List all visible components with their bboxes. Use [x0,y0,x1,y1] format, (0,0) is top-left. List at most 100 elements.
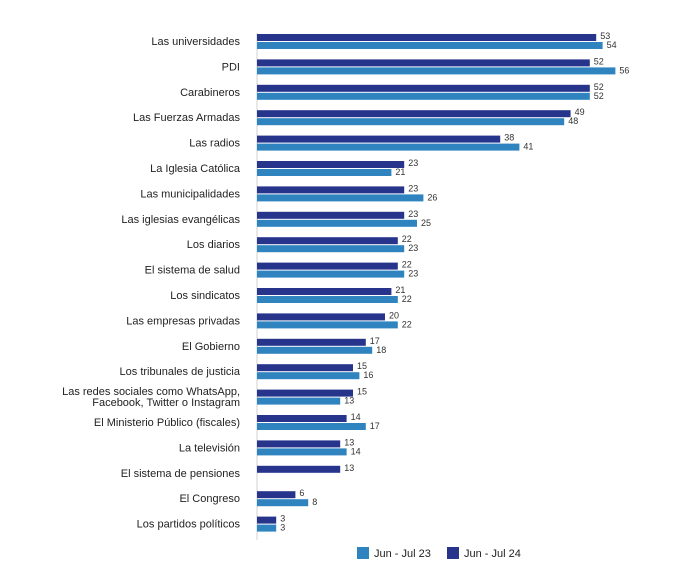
value-label-jun-jul-24: 15 [357,361,367,371]
legend-swatch [357,547,369,559]
category-label: El Congreso [179,493,240,505]
value-label-jun-jul-23: 54 [607,40,617,50]
bar-jun-jul-23 [257,143,520,151]
bar-jun-jul-23 [257,397,341,405]
bar-jun-jul-24 [257,465,341,473]
category-label: Las Fuerzas Armadas [133,112,240,124]
value-label-jun-jul-23: 23 [408,243,418,253]
category-label: Los partidos políticos [137,519,241,531]
category-label-line: Los partidos políticos [137,519,241,531]
bar-jun-jul-24 [257,288,392,295]
value-label-jun-jul-24: 6 [299,488,304,498]
bar-jun-jul-23 [257,118,565,126]
value-label-jun-jul-23: 18 [376,345,386,355]
value-label-jun-jul-23: 56 [619,65,629,75]
bar-jun-jul-24 [257,211,405,219]
category-label: Las redes sociales como WhatsApp, Faceboo… [62,386,240,409]
category-label-line: Las empresas privadas [126,315,240,327]
category-label: Las iglesias evangélicas [121,214,240,226]
category-label: La Iglesia Católica [150,163,241,175]
bar-jun-jul-23 [257,219,417,227]
bar-jun-jul-24 [257,415,347,422]
category-label-line: Facebook, Twitter o Instagram [92,397,240,409]
category-label: El Ministerio Público (fiscales) [94,417,240,429]
bar-jun-jul-24 [257,135,501,143]
category-label-line: Los diarios [187,239,241,251]
legend: Jun - Jul 23 Jun - Jul 24 [357,547,521,560]
bar-jun-jul-24 [257,237,398,245]
bar-jun-jul-23 [257,448,347,456]
bar-jun-jul-24 [257,338,366,346]
bar-jun-jul-23 [257,270,405,278]
bar-jun-jul-23 [257,524,277,532]
value-label-jun-jul-23: 17 [370,421,380,431]
category-label-line: Los tribunales de justicia [120,366,241,378]
bar-jun-jul-23 [257,423,366,430]
value-label-jun-jul-24: 53 [600,31,610,41]
category-label-line: Carabineros [180,87,240,99]
value-label-jun-jul-24: 20 [389,310,399,320]
category-label: Las radios [189,138,240,150]
category-label: El sistema de pensiones [121,468,241,480]
bar-jun-jul-23 [257,67,616,75]
category-label-line: Las iglesias evangélicas [121,214,240,226]
value-label-jun-jul-24: 52 [594,82,604,92]
bar-jun-jul-23 [257,245,405,253]
legend-label: Jun - Jul 24 [464,548,521,560]
bar-jun-jul-24 [257,262,398,270]
category-label-line: Las radios [189,138,240,150]
category-label-line: PDI [222,61,240,73]
category-label-line: Las municipalidades [140,188,240,200]
value-label-jun-jul-23: 21 [395,167,405,177]
bar-jun-jul-24 [257,59,590,67]
value-label-jun-jul-24: 17 [370,336,380,346]
bar-jun-jul-23 [257,321,398,329]
value-label-jun-jul-24: 3 [280,514,285,524]
value-label-jun-jul-23: 16 [363,370,373,380]
value-label-jun-jul-23: 26 [427,192,437,202]
category-label-line: El Gobierno [182,341,240,353]
value-label-jun-jul-24: 23 [408,183,418,193]
value-label-jun-jul-24: 13 [344,437,354,447]
legend-swatch [447,547,459,559]
value-label-jun-jul-24: 21 [395,285,405,295]
legend-label: Jun - Jul 23 [374,548,431,560]
value-label-jun-jul-24: 13 [344,463,354,473]
category-label-line: Las redes sociales como WhatsApp, [62,386,240,398]
category-label: Los diarios [187,239,241,251]
value-label-jun-jul-23: 22 [402,319,412,329]
value-label-jun-jul-23: 23 [408,269,418,279]
value-label-jun-jul-24: 22 [402,234,412,244]
category-label: Carabineros [180,87,240,99]
bar-jun-jul-24 [257,186,405,194]
bar-jun-jul-24 [257,110,571,118]
category-label-line: El Congreso [179,493,240,505]
value-label-jun-jul-23: 13 [344,396,354,406]
bar-jun-jul-23 [257,346,373,354]
category-label-line: La Iglesia Católica [150,163,241,175]
bar-jun-jul-24 [257,364,353,372]
category-label-line: El sistema de salud [145,265,240,277]
category-label: Las empresas privadas [126,315,240,327]
bar-jun-jul-24 [257,516,277,524]
bar-jun-jul-24 [257,84,590,92]
value-label-jun-jul-23: 22 [402,294,412,304]
category-label: Las municipalidades [140,188,240,200]
category-label: La televisión [179,442,240,454]
bar-jun-jul-23 [257,499,309,507]
bar-jun-jul-23 [257,372,360,380]
bar-jun-jul-24 [257,491,296,499]
value-label-jun-jul-24: 38 [504,133,514,143]
category-label: PDI [222,61,240,73]
category-label-line: El sistema de pensiones [121,468,241,480]
bar-jun-jul-24 [257,34,597,41]
bar-jun-jul-23 [257,42,603,49]
category-label: Los sindicatos [170,290,240,302]
category-label-line: Las Fuerzas Armadas [133,112,240,124]
category-label-line: Las universidades [151,36,240,48]
category-label: Los tribunales de justicia [120,366,241,378]
bar-jun-jul-24 [257,389,353,397]
category-label-line: La televisión [179,442,240,454]
value-label-jun-jul-24: 23 [408,158,418,168]
